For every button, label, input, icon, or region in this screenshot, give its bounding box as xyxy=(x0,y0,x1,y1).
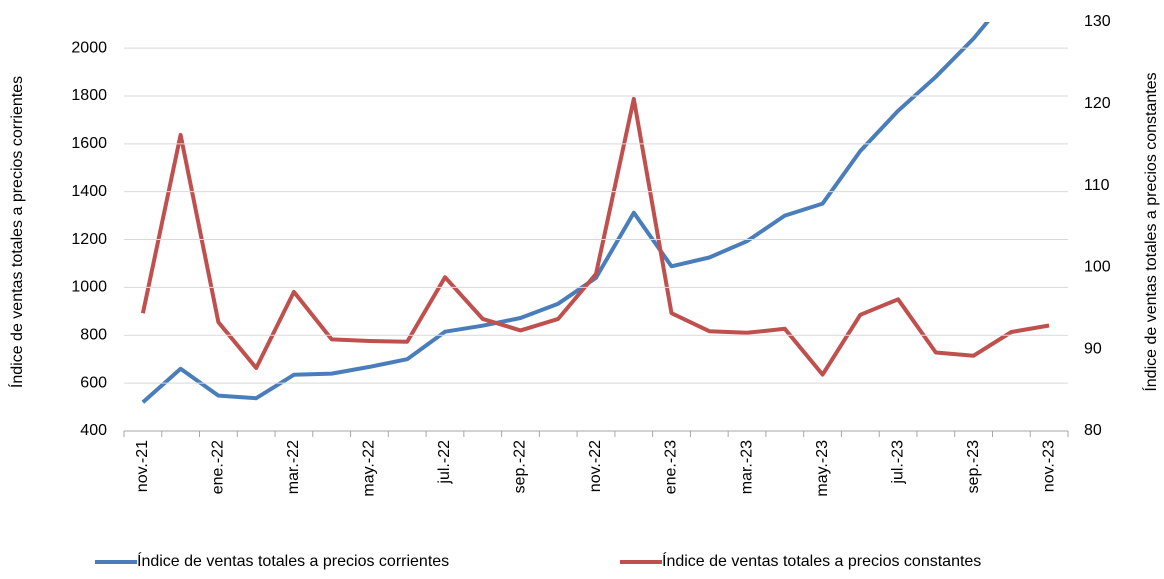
series-line xyxy=(140,96,1050,377)
y-tick-label: 800 xyxy=(80,326,107,343)
y-tick-label: 1000 xyxy=(71,279,107,296)
x-tick-label: nov.-23 xyxy=(1040,440,1057,492)
y-tick-label: 600 xyxy=(80,374,107,391)
y-tick-label: 1400 xyxy=(71,183,107,200)
y-tick-label: 2000 xyxy=(71,39,107,56)
y2-tick-label: 110 xyxy=(1084,177,1110,194)
x-tick-label: jul.-22 xyxy=(436,440,453,485)
x-tick-label: mar.-22 xyxy=(285,440,302,494)
legend-label: Índice de ventas totales a precios const… xyxy=(662,551,981,570)
y-tick-label: 1200 xyxy=(71,231,107,248)
y-tick-label: 400 xyxy=(80,422,107,439)
legend-label: Índice de ventas totales a precios corri… xyxy=(137,551,449,570)
x-tick-label: nov.-22 xyxy=(587,440,604,492)
series-line xyxy=(141,22,990,404)
x-tick-label: nov.-21 xyxy=(134,440,151,492)
x-tick-label: may.-23 xyxy=(814,440,831,497)
plot-lines xyxy=(140,22,1050,404)
x-tick-label: may.-22 xyxy=(361,440,378,497)
y2-tick-label: 80 xyxy=(1084,422,1102,439)
y-tick-label: 1600 xyxy=(71,135,107,152)
x-tick-label: ene.-22 xyxy=(210,440,227,494)
y2-tick-label: 120 xyxy=(1084,95,1111,112)
y-tick-label: 1800 xyxy=(71,87,107,104)
y-axis-label: Índice de ventas totales a precios corri… xyxy=(7,76,26,388)
x-tick-label: mar.-23 xyxy=(738,440,755,494)
y2-tick-label: 100 xyxy=(1084,259,1111,276)
x-tick-label: jul.-23 xyxy=(889,440,906,485)
x-tick-label: sep.-22 xyxy=(512,440,529,493)
y2-tick-label: 130 xyxy=(1084,13,1111,30)
x-tick-label: ene.-23 xyxy=(663,440,680,494)
x-tick-label: sep.-23 xyxy=(965,440,982,493)
y2-axis-label: Índice de ventas totales a precios const… xyxy=(1141,72,1160,391)
y2-tick-label: 90 xyxy=(1084,340,1102,357)
